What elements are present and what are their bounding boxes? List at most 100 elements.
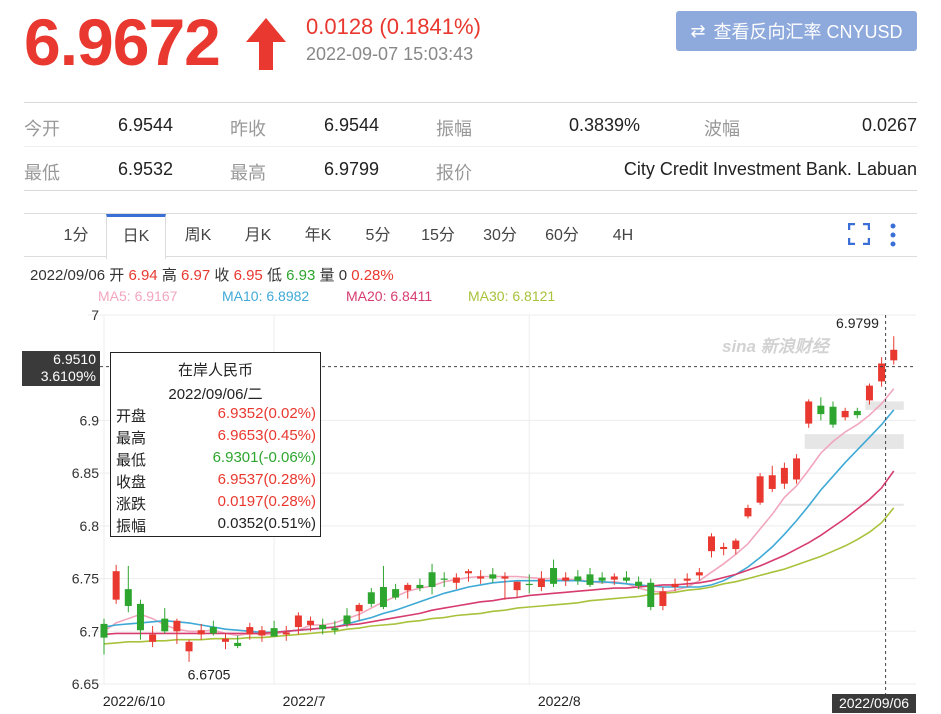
tooltip-key: 最高 (116, 430, 147, 447)
reverse-rate-button[interactable]: ⇄ 查看反向汇率 CNYUSD (676, 11, 917, 51)
candle (817, 397, 825, 421)
candle-body (817, 405, 825, 415)
candle (161, 608, 169, 634)
tab-monthly[interactable]: 月K (244, 227, 272, 244)
candle-body (635, 581, 643, 586)
candle (501, 572, 509, 600)
tooltip-row: 开盘 6.9352(0.02%) (116, 405, 316, 426)
tab-4h[interactable]: 4H (612, 227, 634, 244)
candle-body (307, 620, 315, 625)
candle-body (853, 410, 861, 416)
candle (234, 635, 242, 649)
highlight-band (804, 434, 904, 449)
ma-line-ma5 (103, 388, 895, 637)
candle (173, 618, 181, 644)
candle (124, 565, 132, 613)
fullscreen-icon[interactable] (848, 223, 870, 245)
candle (404, 582, 412, 599)
arrow-up-icon (246, 18, 286, 70)
candle-body (197, 630, 205, 635)
info-vol-label: 量 (319, 267, 335, 284)
candle-body (404, 584, 412, 591)
tooltip-row: 收盘 6.9537(0.28%) (116, 471, 316, 492)
ma-line-ma10 (103, 409, 895, 634)
candle (343, 608, 351, 628)
candle (732, 538, 740, 555)
candles (100, 336, 898, 662)
candle-body (550, 568, 558, 584)
tooltip-value: 6.9537(0.28%) (217, 471, 316, 488)
candle (768, 465, 776, 493)
candle (683, 573, 691, 588)
y-tick-label: 6.8 (80, 518, 100, 534)
candle-body (744, 507, 752, 517)
y-tick-label: 6.7 (80, 623, 100, 639)
candle (379, 565, 387, 610)
candle-body (574, 576, 582, 581)
candle-body (149, 634, 157, 642)
candle (136, 599, 144, 640)
tab-weekly[interactable]: 周K (184, 227, 212, 244)
candle (647, 578, 655, 611)
candle (416, 578, 424, 592)
candle (598, 572, 606, 584)
candle (610, 573, 618, 585)
quote-header: 6.9672 0.0128 (0.1841%) 2022-09-07 15:03… (0, 0, 941, 90)
candle-body (161, 618, 169, 632)
candle-body (428, 572, 436, 588)
candle-tooltip: 在岸人民币 2022/09/06/二 开盘 6.9352(0.02%) 最高 6… (110, 352, 321, 537)
candle (477, 570, 485, 584)
candle (671, 578, 679, 592)
highlight-band (865, 401, 904, 410)
stats-table: 今开 6.9544 昨收 6.9544 振幅 0.3839% 波幅 0.0267… (24, 102, 917, 191)
candle (586, 568, 594, 588)
candle (841, 407, 849, 421)
candle (197, 623, 205, 640)
stat-label-prev-close: 昨收 (230, 119, 266, 139)
tab-daily[interactable]: 日K (106, 214, 166, 259)
candle (246, 622, 254, 640)
candle-body (598, 577, 606, 581)
stat-label-quoter: 报价 (436, 163, 472, 183)
candle-body (890, 349, 898, 361)
candle-body (525, 583, 533, 586)
tab-15min[interactable]: 15分 (421, 227, 455, 244)
candle-body (477, 576, 485, 579)
candle-body (780, 467, 788, 484)
stats-row: 今开 6.9544 昨收 6.9544 振幅 0.3839% 波幅 0.0267 (24, 103, 917, 147)
quote-timestamp: 2022-09-07 15:03:43 (306, 44, 474, 64)
stat-label-amplitude: 振幅 (436, 119, 472, 139)
candle-body (647, 582, 655, 608)
candle-body (671, 583, 679, 588)
candle-body (805, 401, 813, 424)
tab-1min[interactable]: 1分 (63, 227, 89, 244)
candle-body (720, 546, 728, 550)
tab-5min[interactable]: 5分 (365, 227, 391, 244)
candle-body (695, 572, 703, 576)
candle (635, 576, 643, 590)
stat-label-high: 最高 (230, 163, 266, 183)
tooltip-key: 最低 (116, 452, 147, 469)
candle-body (367, 592, 375, 604)
candle (331, 620, 339, 635)
tooltip-value: 0.0352(0.51%) (217, 515, 316, 532)
candle-body (659, 591, 667, 606)
candle-body (465, 571, 472, 574)
candle (222, 633, 229, 650)
candle (622, 571, 630, 583)
candle (258, 626, 266, 642)
candle-body (513, 581, 521, 591)
tab-30min[interactable]: 30分 (483, 227, 517, 244)
tab-yearly[interactable]: 年K (304, 227, 332, 244)
candle-body (793, 458, 801, 480)
candle-body (732, 540, 740, 550)
info-high: 6.97 (181, 267, 211, 284)
y-tick-label: 6.75 (72, 571, 99, 587)
more-options-icon[interactable] (888, 222, 898, 248)
candle-body (586, 574, 594, 585)
tooltip-row: 涨跌 0.0197(0.28%) (116, 493, 316, 514)
tab-60min[interactable]: 60分 (545, 227, 579, 244)
stats-row: 最低 6.9532 最高 6.9799 报价 City Credit Inves… (24, 147, 917, 191)
candle-body (841, 410, 849, 418)
